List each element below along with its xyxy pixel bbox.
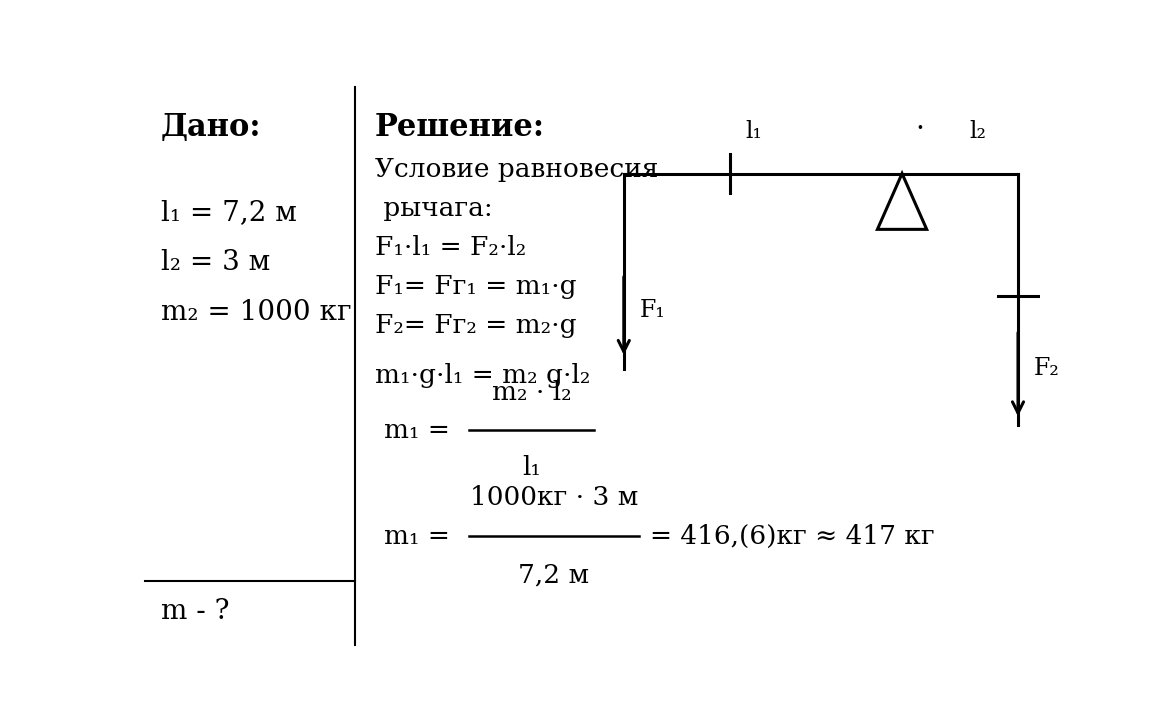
Text: m₂ = 1000 кг: m₂ = 1000 кг	[161, 299, 351, 326]
Text: Решение:: Решение:	[375, 112, 544, 143]
Text: Условие равновесия: Условие равновесия	[375, 157, 658, 182]
Text: m₁ =: m₁ =	[384, 418, 450, 443]
Text: m₂ · l₂: m₂ · l₂	[491, 380, 571, 405]
Text: F₂: F₂	[1035, 357, 1060, 381]
Text: l₁ = 7,2 м: l₁ = 7,2 м	[161, 199, 296, 225]
Text: рычага:: рычага:	[375, 196, 492, 221]
Text: F₁: F₁	[640, 299, 666, 322]
Text: 7,2 м: 7,2 м	[518, 563, 590, 588]
Text: m₁ =: m₁ =	[384, 524, 450, 549]
Text: l₂: l₂	[970, 120, 986, 143]
Text: F₁·l₁ = F₂·l₂: F₁·l₁ = F₂·l₂	[375, 235, 526, 260]
Text: m₁·g·l₁ = m₂ g·l₂: m₁·g·l₁ = m₂ g·l₂	[375, 363, 590, 389]
Text: 1000кг · 3 м: 1000кг · 3 м	[469, 485, 638, 510]
Text: l₂ = 3 м: l₂ = 3 м	[161, 249, 269, 276]
Text: ·: ·	[916, 116, 925, 143]
Text: l₁: l₁	[523, 455, 541, 481]
Text: m - ?: m - ?	[161, 598, 229, 625]
Text: Дано:: Дано:	[161, 112, 261, 143]
Text: F₂= Fг₂ = m₂·g: F₂= Fг₂ = m₂·g	[375, 313, 577, 338]
Text: l₁: l₁	[746, 120, 763, 143]
Text: F₁= Fг₁ = m₁·g: F₁= Fг₁ = m₁·g	[375, 274, 577, 299]
Text: = 416,(6)кг ≈ 417 кг: = 416,(6)кг ≈ 417 кг	[650, 524, 934, 549]
